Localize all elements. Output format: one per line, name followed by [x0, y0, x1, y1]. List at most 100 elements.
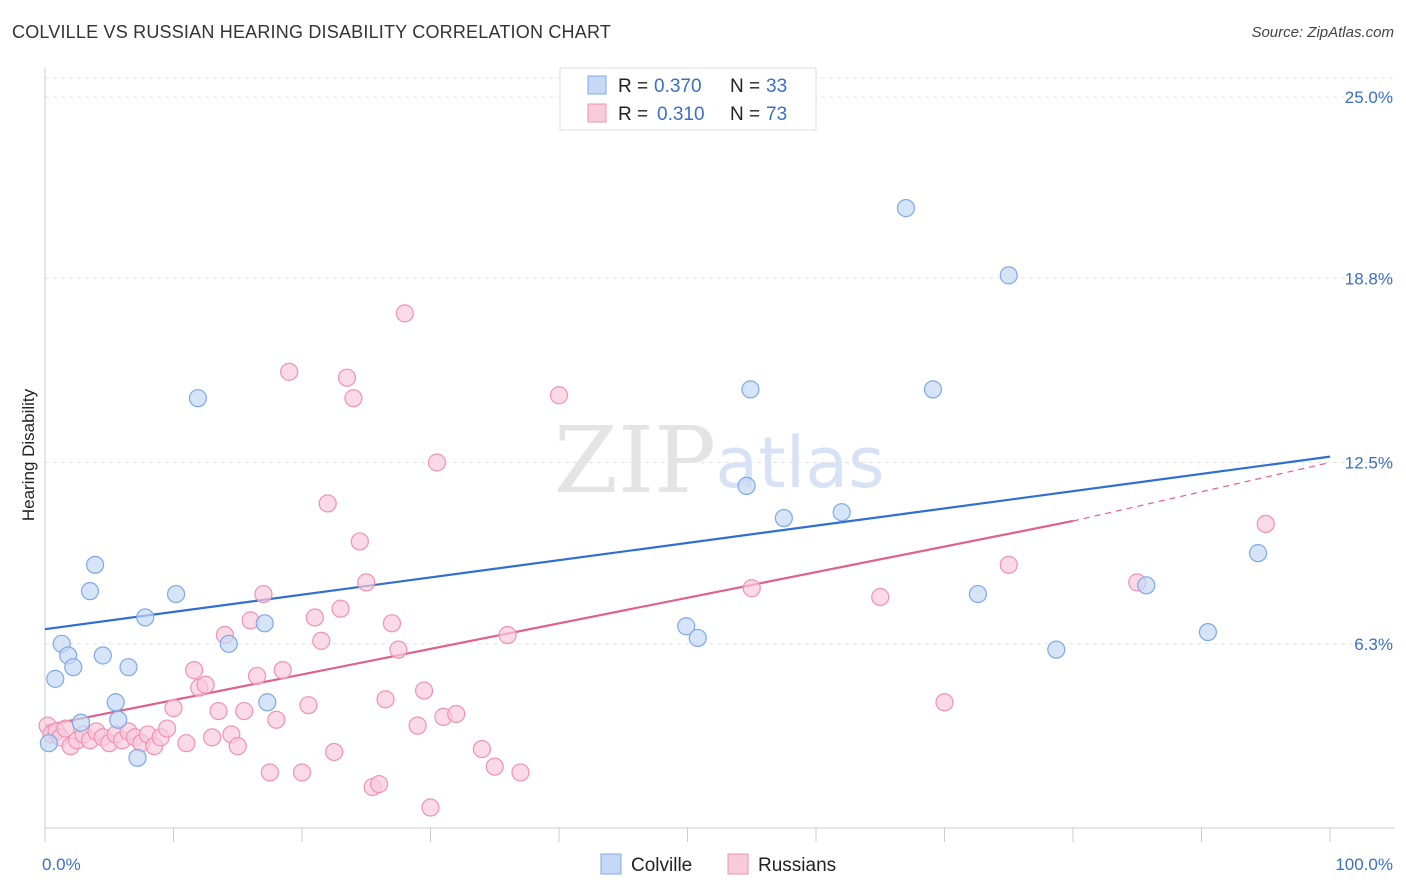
russians-point-52 — [376, 690, 395, 709]
y-tick-label-2: 18.8% — [1345, 269, 1393, 288]
russians-point-58 — [421, 798, 440, 817]
y-tick-label-1: 12.5% — [1345, 454, 1393, 473]
russians-point-62 — [472, 739, 491, 759]
colville-point-9 — [106, 693, 125, 712]
colville-point-15 — [188, 389, 208, 408]
colville-point-27 — [968, 584, 988, 604]
russians-point-27 — [209, 701, 228, 721]
russians-point-65 — [511, 763, 530, 782]
colville-point-13 — [136, 608, 155, 627]
russians-point-38 — [280, 362, 299, 381]
colville-point-6 — [80, 582, 100, 601]
russians-point-43 — [318, 494, 337, 513]
grid-lines — [45, 77, 1395, 645]
colville-point-12 — [128, 748, 147, 767]
legend-r-value-colville: 0.370 — [654, 76, 702, 97]
russians-point-41 — [305, 608, 324, 627]
bottom-legend-swatch-colville — [600, 853, 622, 875]
russians-point-36 — [267, 710, 286, 729]
chart-source: Source: ZipAtlas.com — [1251, 24, 1394, 41]
watermark: ZIP atlas — [554, 407, 885, 514]
russians-point-55 — [395, 304, 414, 323]
trend-line-extension-russians — [1072, 461, 1331, 522]
colville-point-14 — [166, 584, 186, 604]
russians-point-34 — [254, 584, 273, 604]
colville-point-18 — [258, 693, 277, 712]
colville-point-16 — [219, 634, 238, 653]
colville-point-21 — [737, 476, 756, 495]
russians-point-57 — [414, 681, 434, 700]
colville-point-1 — [46, 669, 65, 688]
russians-point-20 — [157, 719, 177, 738]
russians-point-42 — [312, 631, 331, 650]
colville-point-25 — [896, 199, 916, 218]
russians-point-26 — [202, 728, 222, 747]
colville-point-28 — [999, 266, 1018, 285]
russians-point-48 — [350, 532, 369, 551]
russians-point-68 — [871, 587, 890, 607]
russians-point-56 — [408, 716, 427, 735]
legend-swatch-russians — [587, 103, 607, 123]
colville-point-19 — [677, 617, 696, 636]
russians-point-72 — [1256, 514, 1275, 534]
axes — [44, 68, 1395, 842]
russians-point-59 — [427, 453, 447, 472]
colville-point-26 — [923, 380, 943, 399]
colville-point-32 — [1248, 544, 1268, 563]
russians-point-22 — [177, 734, 196, 753]
colville-point-0 — [39, 734, 58, 753]
y-axis-label: Hearing Disability — [19, 388, 38, 521]
colville-point-31 — [1198, 622, 1218, 642]
legend-box: R = 0.370 N = 33 R = 0.310 N = 73 — [559, 67, 817, 131]
russians-point-44 — [325, 742, 344, 762]
russians-point-69 — [935, 693, 954, 712]
russians-point-54 — [389, 640, 408, 659]
russians-point-23 — [184, 661, 204, 680]
russians-point-46 — [337, 368, 357, 387]
y-tick-label-0: 6.3% — [1354, 635, 1393, 654]
russians-point-53 — [382, 614, 402, 633]
bottom-legend-label-russians: Russians — [758, 855, 836, 876]
colville-point-22 — [741, 380, 760, 399]
russians-point-63 — [485, 757, 504, 776]
colville-point-8 — [93, 646, 112, 665]
russians-point-64 — [498, 625, 517, 645]
y-tick-labels: 6.3% 12.5% 18.8% 25.0% — [1345, 88, 1393, 654]
colville-point-17 — [255, 614, 274, 633]
russians-point-31 — [235, 701, 254, 721]
legend-n-label-russians: N = — [730, 104, 760, 125]
colville-point-20 — [688, 628, 707, 648]
russians-point-37 — [273, 661, 292, 680]
russians-point-66 — [549, 386, 569, 405]
russians-point-39 — [292, 763, 312, 782]
russians-point-21 — [164, 699, 183, 718]
colville-point-23 — [774, 508, 793, 528]
legend-r-value-russians: 0.310 — [657, 104, 705, 125]
chart-title: COLVILLE VS RUSSIAN HEARING DISABILITY C… — [12, 22, 612, 42]
bottom-legend: Colville Russians — [600, 853, 836, 876]
russians-point-25 — [196, 675, 215, 694]
trend-line-russians — [44, 519, 1074, 727]
russians-point-35 — [260, 763, 279, 782]
bottom-legend-label-colville: Colville — [631, 855, 692, 876]
colville-point-24 — [832, 503, 851, 522]
data-points — [38, 199, 1275, 817]
russians-point-70 — [999, 555, 1018, 574]
colville-point-5 — [71, 713, 91, 732]
russians-point-61 — [447, 704, 466, 724]
russians-point-45 — [331, 599, 350, 618]
russians-point-30 — [228, 737, 247, 756]
x-tick-label-1: 100.0% — [1335, 855, 1393, 874]
colville-point-30 — [1137, 576, 1156, 595]
colville-point-29 — [1047, 640, 1066, 659]
watermark-zip: ZIP — [554, 407, 716, 514]
russians-point-51 — [370, 775, 389, 794]
legend-n-value-russians: 73 — [766, 104, 787, 125]
x-tick-labels: 0.0% 100.0% — [42, 855, 1393, 874]
y-tick-label-3: 25.0% — [1345, 88, 1393, 107]
colville-point-7 — [86, 555, 105, 574]
legend-swatch-colville — [587, 75, 607, 95]
x-tick-label-0: 0.0% — [42, 855, 81, 874]
russians-point-47 — [344, 389, 363, 408]
